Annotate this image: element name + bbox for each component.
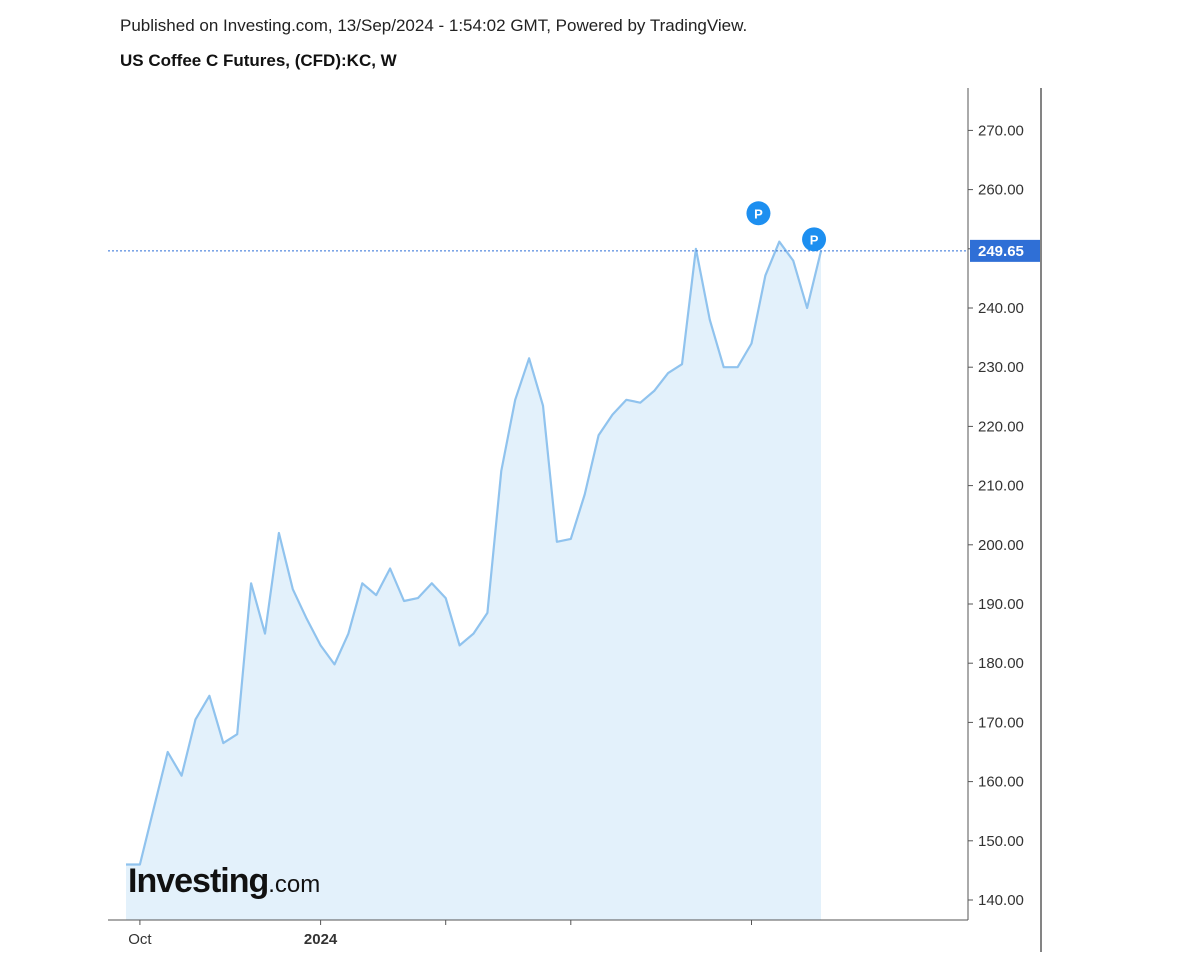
y-tick-label: 220.00	[978, 418, 1024, 435]
y-tick-label: 150.00	[978, 833, 1024, 850]
event-marker-label: P	[754, 206, 763, 221]
price-area	[126, 241, 821, 920]
chart-title: US Coffee C Futures, (CFD):KC, W	[120, 51, 397, 70]
y-tick-label: 160.00	[978, 774, 1024, 791]
published-note: Published on Investing.com, 13/Sep/2024 …	[120, 16, 748, 35]
investing-logo: Investing.com	[128, 862, 320, 901]
event-markers[interactable]: PP	[746, 201, 827, 252]
last-price-badge-bg	[970, 239, 1040, 262]
logo-brand: Investing	[128, 862, 269, 900]
event-marker-dot	[746, 201, 771, 226]
x-axis-ticks: Oct 2024	[128, 920, 752, 948]
y-tick-label: 230.00	[978, 359, 1024, 376]
x-tick-label: Oct	[128, 931, 152, 948]
event-marker-label: P	[810, 232, 819, 247]
y-tick-label: 190.00	[978, 596, 1024, 613]
event-marker[interactable]: P	[802, 227, 827, 252]
last-price-badge: 249.65	[970, 239, 1040, 262]
price-line[interactable]	[126, 240, 823, 866]
last-price-label: 249.65	[978, 243, 1024, 260]
y-tick-label: 210.00	[978, 478, 1024, 495]
event-marker-dot	[802, 227, 827, 252]
x-tick-label: 2024	[304, 931, 338, 948]
logo-tld: .com	[268, 871, 321, 898]
y-tick-label: 260.00	[978, 182, 1024, 199]
y-tick-label: 240.00	[978, 300, 1024, 317]
y-tick-label: 270.00	[978, 122, 1024, 139]
y-tick-label: 200.00	[978, 537, 1024, 554]
y-tick-label: 180.00	[978, 655, 1024, 672]
event-marker[interactable]: P	[746, 201, 771, 226]
y-tick-label: 170.00	[978, 714, 1024, 731]
y-tick-label: 140.00	[978, 892, 1024, 909]
